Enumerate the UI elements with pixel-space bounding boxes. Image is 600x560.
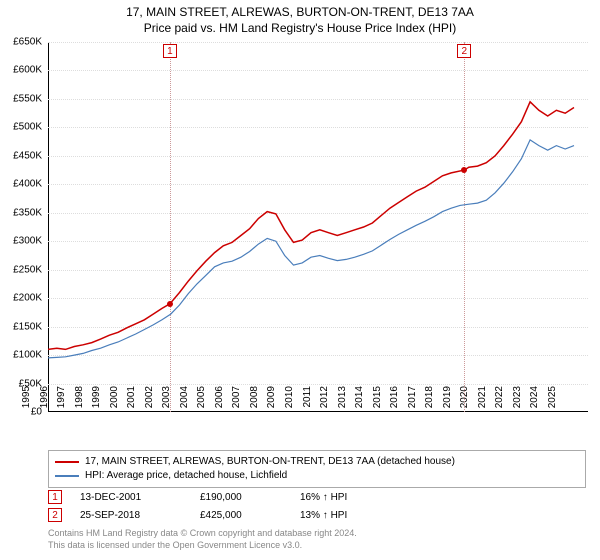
footer-line-1: Contains HM Land Registry data © Crown c…: [48, 528, 357, 540]
series-line: [48, 140, 574, 358]
event-dot: [167, 301, 173, 307]
event-marker-1: 1: [48, 490, 62, 504]
y-axis-label: £450K: [0, 150, 42, 161]
x-axis-label: 1995: [21, 386, 32, 416]
y-axis-label: £650K: [0, 37, 42, 48]
event-pct-1: 16% ↑ HPI: [300, 492, 400, 503]
y-axis-label: £350K: [0, 207, 42, 218]
legend-swatch-1: [55, 461, 79, 463]
chart-area: £0£50K£100K£150K£200K£250K£300K£350K£400…: [48, 42, 588, 412]
y-axis-label: £300K: [0, 236, 42, 247]
legend-row-2: HPI: Average price, detached house, Lich…: [55, 469, 579, 483]
footer-line-2: This data is licensed under the Open Gov…: [48, 540, 357, 552]
y-axis-label: £250K: [0, 264, 42, 275]
event-row-1: 1 13-DEC-2001 £190,000 16% ↑ HPI: [48, 488, 586, 506]
y-axis-label: £150K: [0, 321, 42, 332]
legend: 17, MAIN STREET, ALREWAS, BURTON-ON-TREN…: [48, 450, 586, 488]
event-row-2: 2 25-SEP-2018 £425,000 13% ↑ HPI: [48, 506, 586, 524]
y-axis-label: £400K: [0, 179, 42, 190]
y-axis-label: £600K: [0, 65, 42, 76]
event-dot: [461, 167, 467, 173]
events-table: 1 13-DEC-2001 £190,000 16% ↑ HPI 2 25-SE…: [48, 488, 586, 524]
chart-title: 17, MAIN STREET, ALREWAS, BURTON-ON-TREN…: [0, 0, 600, 21]
chart-subtitle: Price paid vs. HM Land Registry's House …: [0, 21, 600, 39]
line-svg: [48, 42, 588, 412]
event-price-2: £425,000: [200, 510, 300, 521]
series-line: [48, 102, 574, 350]
y-axis-label: £550K: [0, 93, 42, 104]
event-marker-2: 2: [48, 508, 62, 522]
y-axis-label: £200K: [0, 293, 42, 304]
event-price-1: £190,000: [200, 492, 300, 503]
legend-swatch-2: [55, 475, 79, 477]
legend-label-2: HPI: Average price, detached house, Lich…: [85, 469, 287, 483]
legend-label-1: 17, MAIN STREET, ALREWAS, BURTON-ON-TREN…: [85, 455, 455, 469]
legend-row-1: 17, MAIN STREET, ALREWAS, BURTON-ON-TREN…: [55, 455, 579, 469]
footer-text: Contains HM Land Registry data © Crown c…: [48, 528, 357, 551]
event-date-2: 25-SEP-2018: [80, 510, 200, 521]
y-axis-label: £100K: [0, 350, 42, 361]
y-axis-label: £500K: [0, 122, 42, 133]
event-date-1: 13-DEC-2001: [80, 492, 200, 503]
event-pct-2: 13% ↑ HPI: [300, 510, 400, 521]
